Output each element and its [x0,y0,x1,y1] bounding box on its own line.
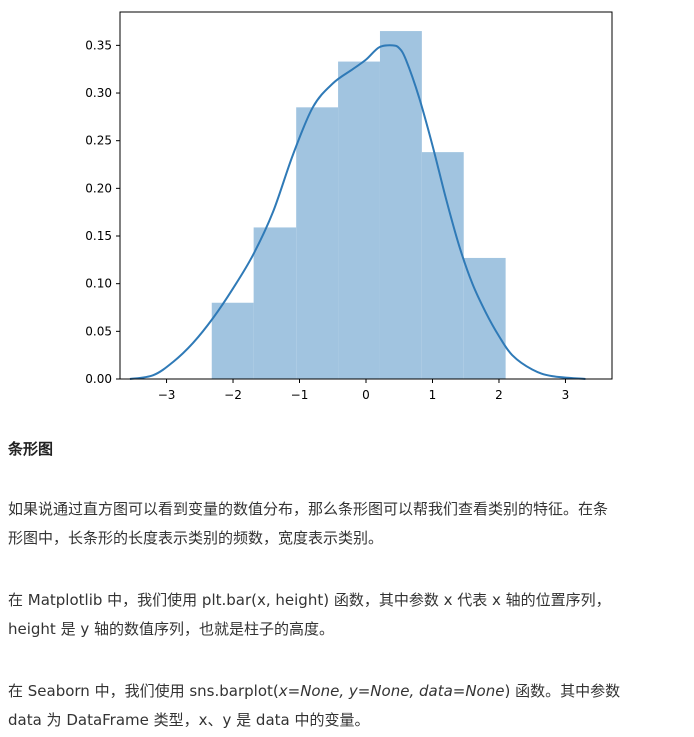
x-axis-tick-label: −1 [291,388,309,402]
paragraph-bar-chart-intro: 如果说通过直方图可以看到变量的数值分布，那么条形图可以帮我们查看类别的特征。在条… [8,495,692,553]
x-axis-tick-label: 3 [562,388,570,402]
histogram-bars [211,31,506,379]
x-axis: −3 −2 −1 0 1 2 3 [158,379,570,402]
barplot-signature-args: x=None, y=None, data=None [278,682,505,700]
paragraph-line: data 为 DataFrame 类型，x、y 是 data 中的变量。 [8,711,370,729]
y-axis-tick-label: 0.10 [85,277,112,291]
paragraph-line: 在 Matplotlib 中，我们使用 plt.bar(x, height) 函… [8,591,611,609]
histogram-bar [253,227,297,379]
density-histogram-chart: −3 −2 −1 0 1 2 3 0.000.050.100.150.200.250.300… [85,11,613,402]
x-axis-tick-label: −2 [224,388,242,402]
paragraph-text: 在 Seaborn 中，我们使用 sns.barplot( [8,682,279,700]
paragraph-line: height 是 y 轴的数值序列，也就是柱子的高度。 [8,620,334,638]
paragraph-line: 如果说通过直方图可以看到变量的数值分布，那么条形图可以帮我们查看类别的特征。在条 [8,500,609,518]
section-heading-bar-chart: 条形图 [8,440,54,458]
y-axis: 0.00 0.05 0.10 0.15 0.20 0.25 0.30 0.35 [85,38,120,386]
paragraph-text: ) 函数。其中参数 [504,682,621,700]
y-axis-tick-label: 0.05 [85,324,112,338]
y-axis-tick-label: 0.20 [85,181,112,195]
paragraph-seaborn-barplot: 在 Seaborn 中，我们使用 sns.barplot(x=None, y=N… [8,677,692,735]
paragraph-matplotlib-bar: 在 Matplotlib 中，我们使用 plt.bar(x, height) 函… [8,586,692,644]
histogram-bar [211,302,254,379]
y-axis-tick-label: 0.25 [85,134,112,148]
y-axis-tick-label: 0.30 [85,86,112,100]
x-axis-tick-label: 0 [362,388,370,402]
histogram-bar [338,61,380,379]
paragraph-line: 形图中，长条形的长度表示类别的频数，宽度表示类别。 [8,529,384,547]
x-axis-tick-label: 2 [495,388,503,402]
histogram-bar [296,107,339,379]
x-axis-tick-label: −3 [158,388,176,402]
histogram-bar [379,31,422,379]
y-axis-tick-label: 0.00 [85,372,112,386]
kde-curve-line [129,44,586,380]
x-axis-tick-label: 1 [429,388,437,402]
y-axis-tick-label: 0.35 [85,38,112,52]
y-axis-tick-label: 0.15 [85,229,112,243]
